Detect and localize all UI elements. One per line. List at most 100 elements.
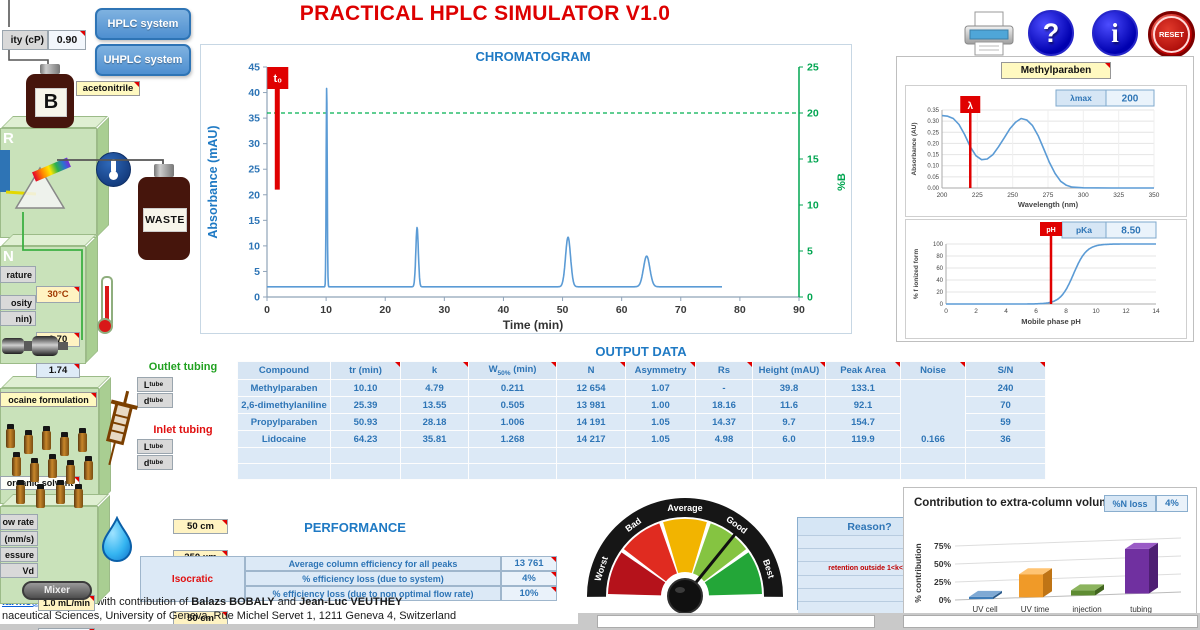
svg-text:UV cell: UV cell bbox=[972, 605, 998, 614]
bottom-strip-right bbox=[578, 613, 1200, 630]
comment-marker bbox=[80, 31, 85, 36]
svg-text:100: 100 bbox=[933, 242, 944, 248]
svg-text:Absorbance (AU): Absorbance (AU) bbox=[911, 122, 918, 175]
svg-text:8: 8 bbox=[1064, 308, 1068, 315]
svg-text:12: 12 bbox=[1122, 308, 1130, 315]
svg-text:0: 0 bbox=[254, 292, 260, 304]
formulation-tag[interactable]: ocaine formulation bbox=[0, 392, 97, 407]
output-cell: 39.8 bbox=[752, 379, 826, 397]
svg-text:70: 70 bbox=[675, 304, 687, 316]
svg-text:225: 225 bbox=[972, 192, 983, 199]
performance-row: % efficiency loss (due to non optimal fl… bbox=[245, 586, 557, 601]
output-cell: 14.37 bbox=[695, 413, 753, 431]
svg-text:10: 10 bbox=[1092, 308, 1100, 315]
performance-row: Average column efficiency for all peaks … bbox=[245, 556, 557, 571]
svg-text:45: 45 bbox=[248, 62, 260, 74]
svg-text:40: 40 bbox=[248, 87, 260, 99]
svg-text:60: 60 bbox=[936, 266, 943, 272]
hplc-system-button[interactable]: HPLC system bbox=[95, 8, 191, 40]
output-cell: 35.81 bbox=[400, 430, 469, 448]
output-col-header: tr (min) bbox=[330, 361, 401, 380]
output-data-title: OUTPUT DATA bbox=[595, 344, 687, 359]
svg-text:300: 300 bbox=[1078, 192, 1089, 199]
svg-text:25: 25 bbox=[248, 164, 260, 176]
svg-text:λmax: λmax bbox=[1070, 93, 1092, 103]
linear-velocity-label: (mm/s) bbox=[0, 531, 38, 546]
svg-text:0.05: 0.05 bbox=[927, 175, 939, 181]
output-cell: 2,6-dimethylaniline bbox=[237, 396, 331, 414]
output-col-header: Rs bbox=[695, 361, 753, 380]
outlet-tubing-length-value[interactable]: 50 cm bbox=[173, 519, 228, 534]
output-empty-cell bbox=[556, 447, 626, 464]
compound-selector[interactable]: Methylparaben bbox=[1001, 62, 1111, 79]
uv-spectrum-card: 0.00 0.05 0.10 0.15 0.20 0.25 0.30 0.35 200 225 25… bbox=[905, 85, 1187, 217]
page-title: PRACTICAL HPLC SIMULATOR V1.0 bbox=[299, 2, 671, 25]
bottom-strip-left bbox=[0, 624, 578, 630]
svg-text:Time (min): Time (min) bbox=[503, 318, 563, 332]
output-cell: 36 bbox=[965, 430, 1046, 448]
output-empty-cell bbox=[625, 447, 696, 464]
svg-text:0%: 0% bbox=[939, 595, 952, 605]
print-button[interactable] bbox=[960, 10, 1018, 58]
output-empty-cell bbox=[965, 447, 1046, 464]
inlet-tubing-length-value[interactable]: 50 cm bbox=[173, 611, 228, 626]
column-fitting-icon bbox=[2, 336, 68, 356]
output-cell: 10.10 bbox=[330, 379, 401, 397]
organic-solvent-tag[interactable]: organic solvent bbox=[0, 476, 80, 490]
svg-text:250: 250 bbox=[1007, 192, 1018, 199]
output-cell: 1.07 bbox=[625, 379, 696, 397]
output-cell: 92.1 bbox=[825, 396, 901, 414]
svg-text:25%: 25% bbox=[934, 577, 951, 587]
svg-text:4: 4 bbox=[1004, 308, 1008, 315]
uhplc-system-button[interactable]: UHPLC system bbox=[95, 44, 191, 76]
output-cell: Propylparaben bbox=[237, 413, 331, 431]
output-cell: 12 654 bbox=[556, 379, 626, 397]
ecv-title: Contribution to extra-column volume bbox=[914, 497, 1116, 509]
output-cell: 18.16 bbox=[695, 396, 753, 414]
dwell-volume-label: Vd bbox=[0, 563, 38, 578]
inlet-tubing-title: Inlet tubing bbox=[153, 424, 213, 436]
output-empty-cell bbox=[400, 463, 469, 480]
reset-button[interactable]: RESET bbox=[1148, 11, 1195, 58]
output-cell: 4.98 bbox=[695, 430, 753, 448]
info-button[interactable]: i bbox=[1092, 10, 1138, 56]
help-button[interactable]: ? bbox=[1028, 10, 1074, 56]
t0-min-value: 1.74 bbox=[36, 363, 80, 378]
svg-text:40: 40 bbox=[936, 278, 943, 284]
output-col-header: k bbox=[400, 361, 469, 380]
temperature-indicator-icon bbox=[96, 152, 131, 187]
nloss-value: 4% bbox=[1156, 495, 1188, 512]
output-cell: 1.00 bbox=[625, 396, 696, 414]
detector-box-letter: R bbox=[3, 130, 14, 147]
output-noise-cell: 0.166 bbox=[900, 379, 966, 448]
output-cell: 59 bbox=[965, 413, 1046, 431]
output-cell: 1.006 bbox=[468, 413, 557, 431]
mixer-label: Mixer bbox=[22, 581, 92, 600]
output-cell: 0.211 bbox=[468, 379, 557, 397]
svg-text:0.10: 0.10 bbox=[927, 164, 939, 170]
svg-text:20: 20 bbox=[936, 290, 943, 296]
output-cell: 70 bbox=[965, 396, 1046, 414]
output-empty-cell bbox=[556, 463, 626, 480]
svg-text:40: 40 bbox=[498, 304, 510, 316]
mp-viscosity-label: osity bbox=[0, 295, 36, 310]
svg-text:λ: λ bbox=[967, 101, 973, 112]
solvent-viscosity-value: 0.90 bbox=[48, 30, 86, 50]
svg-text:injection: injection bbox=[1072, 605, 1101, 614]
output-cell: 1.05 bbox=[625, 413, 696, 431]
output-empty-cell bbox=[695, 447, 753, 464]
temperature-value[interactable]: 30°C bbox=[36, 286, 80, 303]
waste-label: WASTE bbox=[143, 208, 187, 232]
output-cell: 240 bbox=[965, 379, 1046, 397]
svg-text:15: 15 bbox=[248, 215, 260, 227]
output-cell: 1.05 bbox=[625, 430, 696, 448]
waste-bottle: WASTE bbox=[138, 164, 190, 260]
solvent-b-name-tag[interactable]: acetonitrile bbox=[76, 81, 140, 96]
svg-text:tubing: tubing bbox=[1130, 605, 1152, 614]
output-col-header: Noise bbox=[900, 361, 966, 380]
pka-chart: 0 20 40 60 80 100 0 2 4 6 8 10 12 14 % f ionized form M… bbox=[913, 221, 1160, 326]
svg-text:350: 350 bbox=[1149, 192, 1160, 199]
